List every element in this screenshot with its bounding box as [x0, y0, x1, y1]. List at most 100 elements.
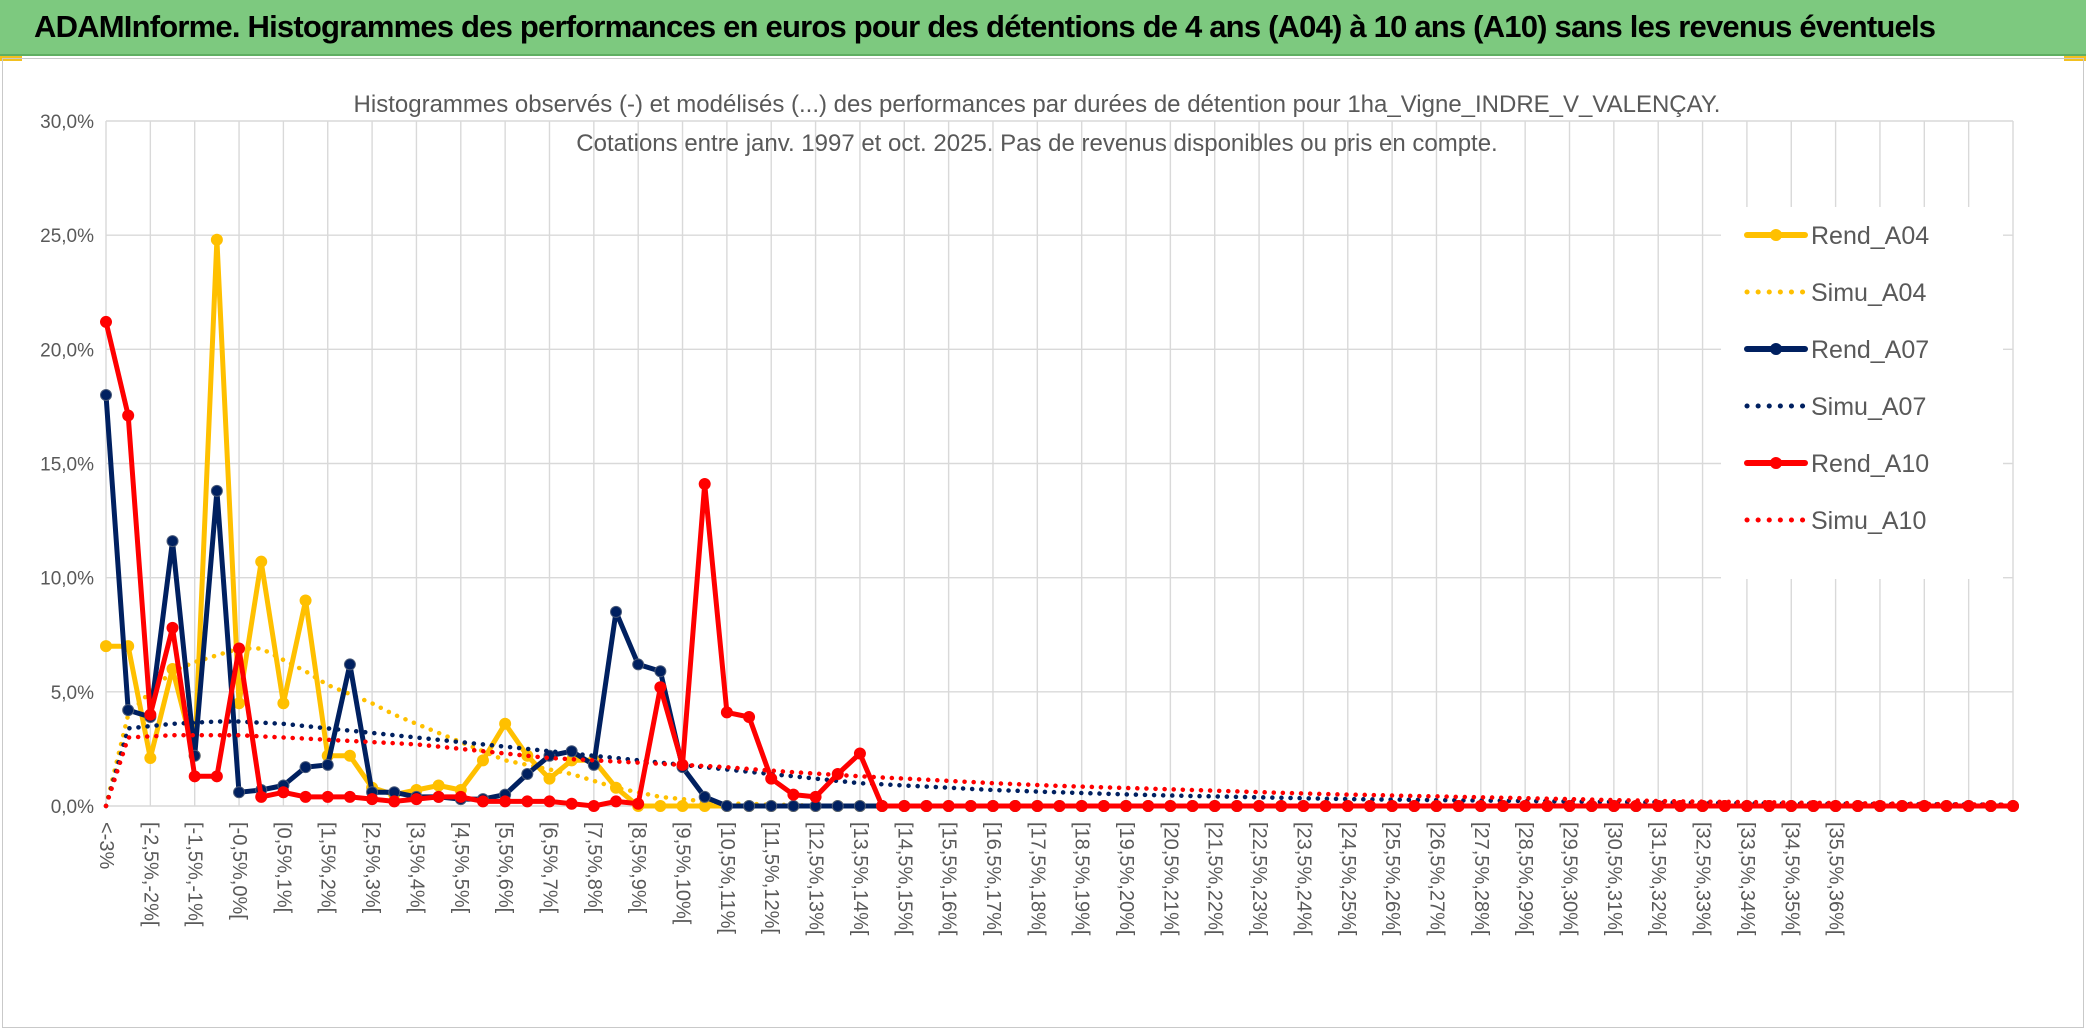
data-point-rend-a10: [942, 800, 955, 812]
data-point-rend-a07: [210, 484, 223, 497]
data-point-rend-a04: [210, 233, 223, 246]
data-point-rend-a04: [100, 640, 112, 653]
data-point-rend-a10: [210, 770, 223, 783]
data-point-rend-a07: [321, 758, 334, 771]
data-point-rend-a10: [255, 790, 268, 803]
x-tick-label: [23,5%,24%[: [1292, 822, 1314, 936]
x-tick-label: [11,5%,12%[: [760, 822, 782, 934]
data-point-rend-a10: [654, 681, 667, 694]
data-point-rend-a10: [166, 621, 179, 634]
data-point-rend-a10: [1563, 800, 1576, 812]
x-tick-label: [-0,5%,0%[: [228, 822, 250, 920]
x-tick-label: [-1,5%,-1%[: [184, 822, 206, 927]
data-point-rend-a10: [853, 747, 866, 760]
data-point-rend-a10: [809, 790, 822, 803]
data-point-rend-a10: [964, 800, 977, 812]
data-point-rend-a07: [166, 535, 179, 548]
y-tick-label: 20,0%: [40, 340, 94, 361]
y-tick-label: 30,0%: [40, 112, 94, 133]
data-point-rend-a10: [1253, 800, 1266, 812]
data-point-rend-a07: [100, 389, 112, 401]
x-tick-label: [15,5%,16%[: [938, 822, 960, 936]
chart-subtitle: Cotations entre janv. 1997 et oct. 2025.…: [576, 130, 1497, 157]
x-tick-label: [5,5%,6%[: [494, 822, 516, 914]
data-point-rend-a10: [1630, 800, 1643, 812]
data-point-rend-a10: [1430, 800, 1443, 812]
y-tick-label: 10,0%: [40, 569, 94, 590]
data-point-rend-a04: [432, 779, 445, 792]
data-point-rend-a10: [188, 770, 201, 783]
data-point-rend-a07: [743, 800, 756, 812]
x-tick-label: [8,5%,9%[: [627, 822, 649, 914]
data-point-rend-a10: [1297, 800, 1310, 812]
data-point-rend-a10: [1142, 800, 1155, 812]
data-point-rend-a07: [299, 761, 312, 774]
x-tick-label: [4,5%,5%[: [450, 822, 472, 914]
data-point-rend-a10: [432, 790, 445, 803]
x-tick-label: [29,5%,30%[: [1559, 822, 1581, 936]
data-point-rend-a10: [1496, 800, 1509, 812]
x-tick-label: [18,5%,19%[: [1071, 822, 1093, 936]
data-point-rend-a04: [476, 754, 489, 767]
data-point-rend-a10: [233, 642, 246, 655]
data-point-rend-a07: [787, 800, 800, 812]
data-point-rend-a10: [1474, 800, 1487, 812]
chart-frame: 0,0% 5,0% 10,0% 15,0% 20,0% 25,0% 30,0% <-3% [-2…: [2, 58, 2084, 1028]
x-tick-label: [14,5%,15%[: [893, 822, 915, 936]
data-point-rend-a10: [122, 409, 135, 422]
x-tick-label: [34,5%,35%[: [1780, 822, 1802, 936]
data-point-rend-a07: [698, 790, 711, 803]
x-tick-label: [3,5%,4%[: [405, 822, 427, 914]
data-point-rend-a07: [853, 800, 866, 812]
data-point-rend-a07: [765, 800, 778, 812]
legend-label-rend-a10: Rend_A10: [1811, 450, 1929, 478]
data-point-rend-a10: [543, 795, 556, 808]
x-tick-label: [12,5%,13%[: [805, 822, 827, 936]
data-point-rend-a07: [610, 605, 623, 618]
data-point-rend-a10: [1097, 800, 1110, 812]
data-point-rend-a10: [1053, 800, 1066, 812]
data-point-rend-a10: [632, 797, 645, 810]
data-point-rend-a10: [366, 793, 379, 806]
report-banner: ADAMInforme. Histogrammes des performanc…: [0, 0, 2086, 56]
x-tick-label: [22,5%,23%[: [1248, 822, 1270, 936]
legend-label-simu-a07: Simu_A07: [1811, 393, 1926, 421]
data-point-rend-a10: [610, 795, 623, 808]
data-point-rend-a04: [676, 800, 689, 812]
data-point-rend-a10: [1164, 800, 1177, 812]
legend-label-simu-a10: Simu_A10: [1811, 507, 1926, 535]
x-tick-label: [19,5%,20%[: [1115, 822, 1137, 936]
x-tick-label: [26,5%,27%[: [1425, 822, 1447, 936]
x-tick-label: [0,5%,1%[: [272, 822, 294, 914]
data-point-rend-a10: [100, 315, 112, 328]
data-point-rend-a10: [1230, 800, 1243, 812]
data-point-rend-a10: [321, 790, 334, 803]
data-point-rend-a10: [1519, 800, 1532, 812]
data-point-rend-a07: [720, 800, 733, 812]
data-point-rend-a10: [787, 788, 800, 801]
data-point-rend-a07: [654, 665, 667, 678]
data-point-rend-a07: [831, 800, 844, 812]
x-tick-label: [24,5%,25%[: [1337, 822, 1359, 936]
data-point-rend-a10: [521, 795, 534, 808]
x-tick-label: [31,5%,32%[: [1647, 822, 1669, 936]
data-point-rend-a10: [1208, 800, 1221, 812]
data-point-rend-a04: [654, 800, 667, 812]
data-point-rend-a04: [255, 555, 268, 568]
x-tick-label: [17,5%,18%[: [1026, 822, 1048, 936]
x-tick-label: [28,5%,29%[: [1514, 822, 1536, 936]
data-point-rend-a10: [1607, 800, 1620, 812]
data-point-rend-a07: [521, 768, 534, 781]
data-point-rend-a04: [499, 717, 512, 730]
data-point-rend-a10: [277, 786, 290, 799]
x-tick-label: [20,5%,21%[: [1159, 822, 1181, 936]
x-tick-label: [10,5%,11%[: [716, 822, 738, 934]
data-point-rend-a10: [1541, 800, 1554, 812]
y-tick-label: 15,0%: [40, 455, 94, 476]
data-point-rend-a10: [144, 708, 157, 721]
data-point-rend-a10: [388, 795, 401, 808]
x-tick-label: [7,5%,8%[: [583, 822, 605, 914]
data-point-rend-a10: [1031, 800, 1044, 812]
data-point-rend-a10: [698, 478, 711, 491]
data-point-rend-a10: [1120, 800, 1133, 812]
